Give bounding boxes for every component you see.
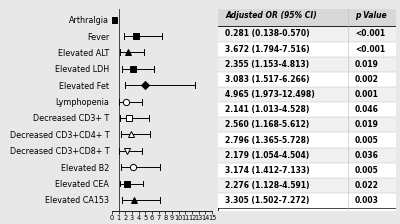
Text: 0.036: 0.036 (355, 151, 379, 160)
Text: 3.174 (1.412-7.133): 3.174 (1.412-7.133) (225, 166, 310, 175)
FancyBboxPatch shape (218, 117, 396, 133)
Text: 0.019: 0.019 (355, 60, 379, 69)
Text: 2.796 (1.365-5.728): 2.796 (1.365-5.728) (225, 136, 310, 144)
Text: 2.276 (1.128-4.591): 2.276 (1.128-4.591) (225, 181, 310, 190)
FancyBboxPatch shape (218, 41, 396, 57)
Text: Adjusted OR (95% CI): Adjusted OR (95% CI) (225, 11, 317, 20)
FancyBboxPatch shape (218, 133, 396, 148)
FancyBboxPatch shape (218, 57, 396, 72)
Text: 2.141 (1.013-4.528): 2.141 (1.013-4.528) (225, 105, 310, 114)
FancyBboxPatch shape (218, 72, 396, 87)
Text: 0.005: 0.005 (355, 136, 379, 144)
Text: 2.355 (1.153-4.813): 2.355 (1.153-4.813) (225, 60, 309, 69)
Text: 3.672 (1.794-7.516): 3.672 (1.794-7.516) (225, 45, 310, 54)
Text: 0.002: 0.002 (355, 75, 379, 84)
FancyBboxPatch shape (218, 26, 396, 41)
Text: 4.965 (1.973-12.498): 4.965 (1.973-12.498) (225, 90, 315, 99)
FancyBboxPatch shape (218, 193, 396, 208)
Text: 2.179 (1.054-4.504): 2.179 (1.054-4.504) (225, 151, 309, 160)
FancyBboxPatch shape (218, 178, 396, 193)
Text: 0.003: 0.003 (355, 196, 379, 205)
Text: 0.046: 0.046 (355, 105, 379, 114)
Text: <0.001: <0.001 (355, 30, 385, 39)
Text: 2.560 (1.168-5.612): 2.560 (1.168-5.612) (225, 121, 309, 129)
Text: p Value: p Value (355, 11, 387, 20)
FancyBboxPatch shape (218, 9, 396, 26)
Text: 0.281 (0.138-0.570): 0.281 (0.138-0.570) (225, 30, 310, 39)
Text: <0.001: <0.001 (355, 45, 385, 54)
Text: 0.005: 0.005 (355, 166, 379, 175)
FancyBboxPatch shape (218, 87, 396, 102)
Text: 3.083 (1.517-6.266): 3.083 (1.517-6.266) (225, 75, 310, 84)
Text: 0.001: 0.001 (355, 90, 379, 99)
Text: 0.022: 0.022 (355, 181, 379, 190)
FancyBboxPatch shape (218, 9, 396, 211)
FancyBboxPatch shape (218, 102, 396, 117)
FancyBboxPatch shape (218, 163, 396, 178)
Text: 3.305 (1.502-7.272): 3.305 (1.502-7.272) (225, 196, 310, 205)
Text: 0.019: 0.019 (355, 121, 379, 129)
FancyBboxPatch shape (218, 148, 396, 163)
